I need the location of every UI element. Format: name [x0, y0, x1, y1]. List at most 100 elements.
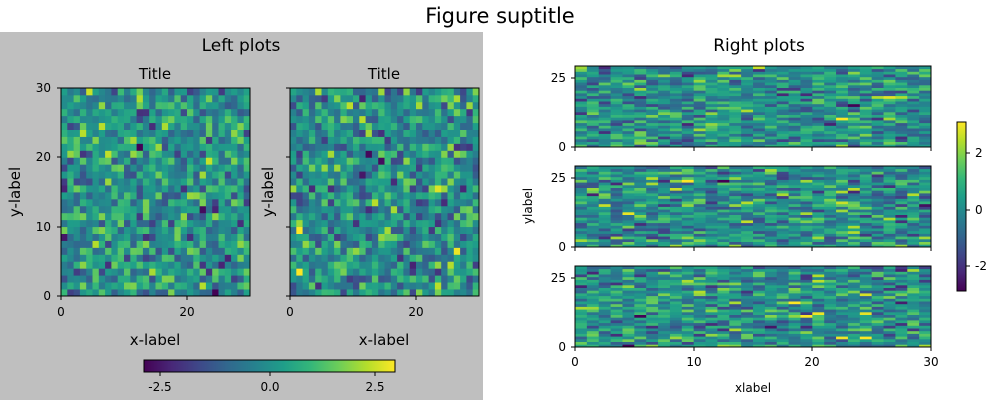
heatmap-cell: [353, 261, 360, 269]
heatmap-cell: [622, 306, 635, 310]
heatmap-cell: [883, 106, 896, 110]
heatmap-cell: [622, 220, 635, 224]
heatmap-cell: [575, 187, 588, 191]
heatmap-cell: [764, 241, 778, 245]
heatmap-cell: [224, 240, 232, 248]
heatmap-cell: [622, 87, 635, 91]
heatmap-cell: [812, 93, 825, 97]
heatmap-cell: [296, 268, 303, 276]
heatmap-cell: [130, 254, 137, 262]
heatmap-cell: [453, 261, 461, 269]
heatmap-cell: [681, 209, 695, 213]
heatmap-cell: [729, 266, 742, 270]
heatmap-cell: [61, 150, 68, 158]
heatmap-cell: [422, 226, 429, 234]
heatmap-cell: [308, 247, 316, 255]
heatmap-cell: [174, 261, 182, 269]
heatmap-cell: [895, 298, 908, 302]
heatmap-cell: [658, 138, 671, 142]
heatmap-cell: [812, 333, 825, 337]
heatmap-cell: [174, 101, 182, 110]
heatmap-cell: [824, 271, 837, 275]
heatmap-cell: [883, 171, 896, 175]
heatmap-cell: [871, 293, 884, 297]
heatmap-cell: [397, 150, 404, 158]
heatmap-cell: [346, 254, 354, 262]
heatmap-cell: [598, 241, 611, 245]
heatmap-cell: [859, 109, 873, 113]
heatmap-cell: [717, 174, 730, 178]
heatmap-cell: [824, 195, 837, 199]
heatmap-cell: [776, 198, 789, 202]
heatmap-cell: [847, 295, 861, 299]
heatmap-cell: [788, 106, 801, 110]
heatmap-cell: [836, 266, 849, 270]
heatmap-cell: [575, 171, 588, 175]
heatmap-cell: [646, 187, 659, 191]
heatmap-cell: [800, 74, 813, 78]
heatmap-cell: [92, 275, 100, 283]
heatmap-cell: [67, 185, 74, 193]
heatmap-cell: [586, 336, 600, 340]
heatmap-cell: [919, 328, 932, 332]
heatmap-cell: [598, 179, 611, 183]
heatmap-cell: [205, 157, 213, 165]
heatmap-cell: [741, 233, 754, 237]
heatmap-cell: [895, 222, 908, 226]
heatmap-cell: [717, 266, 730, 270]
heatmap-cell: [634, 87, 647, 91]
heatmap-cell: [919, 306, 932, 310]
heatmap-cell: [187, 157, 194, 165]
heatmap-cell: [824, 295, 837, 299]
heatmap-cell: [422, 240, 429, 248]
heatmap-cell: [705, 68, 718, 72]
heatmap-cell: [359, 233, 366, 241]
heatmap-cell: [622, 303, 635, 307]
heatmap-cell: [776, 241, 789, 245]
heatmap-cell: [130, 275, 137, 283]
heatmap-cell: [634, 90, 647, 94]
heatmap-cell: [622, 322, 635, 326]
heatmap-cell: [717, 209, 730, 213]
heatmap-cell: [586, 66, 600, 70]
heatmap-cell: [836, 290, 849, 294]
heatmap-cell: [646, 344, 659, 348]
heatmap-cell: [327, 136, 335, 144]
heatmap-cell: [634, 336, 647, 340]
heatmap-cell: [105, 233, 112, 241]
heatmap-cell: [812, 268, 825, 272]
heatmap-cell: [800, 114, 813, 118]
heatmap-cell: [205, 275, 213, 283]
heatmap-cell: [61, 226, 68, 234]
heatmap-cell: [895, 225, 908, 229]
heatmap-cell: [871, 203, 884, 207]
heatmap-cell: [646, 233, 659, 237]
heatmap-cell: [302, 198, 310, 207]
heatmap-cell: [212, 233, 219, 241]
heatmap-cell: [378, 275, 385, 283]
heatmap-cell: [67, 94, 74, 103]
heatmap-cell: [111, 268, 119, 276]
heatmap-cell: [447, 94, 455, 103]
heatmap-cell: [753, 120, 766, 124]
heatmap-cell: [669, 271, 683, 275]
heatmap-cell: [371, 275, 379, 283]
heatmap-cell: [622, 209, 635, 213]
heatmap-cell: [92, 198, 100, 207]
heatmap-cell: [86, 178, 93, 186]
heatmap-cell: [136, 192, 144, 200]
heatmap-cell: [646, 141, 659, 145]
heatmap-cell: [610, 301, 623, 305]
heatmap-cell: [416, 129, 423, 137]
heatmap-cell: [741, 217, 754, 221]
heatmap-cell: [847, 271, 861, 275]
heatmap-cell: [212, 108, 219, 117]
heatmap-cell: [86, 150, 93, 158]
heatmap-cell: [403, 171, 411, 179]
heatmap-cell: [598, 271, 611, 275]
heatmap-cell: [79, 122, 87, 130]
heatmap-cell: [155, 164, 163, 172]
heatmap-cell: [416, 233, 423, 241]
heatmap-cell: [302, 185, 310, 193]
heatmap-cell: [308, 171, 316, 179]
